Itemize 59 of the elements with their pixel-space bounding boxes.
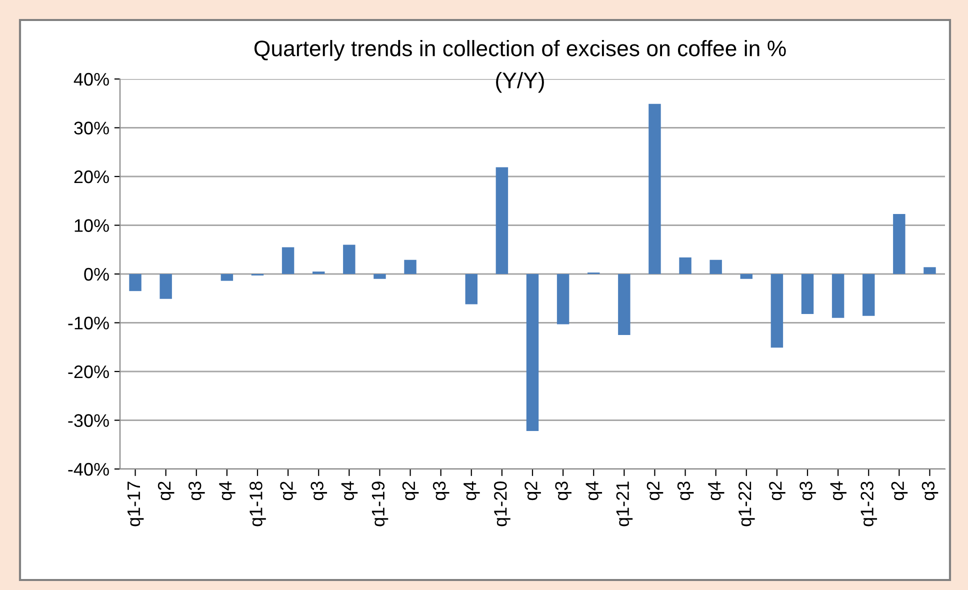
bar bbox=[496, 167, 508, 274]
bar bbox=[679, 257, 692, 274]
bar bbox=[924, 267, 936, 274]
x-tick-label: q1-19 bbox=[372, 482, 388, 526]
x-tick-label: q4 bbox=[219, 481, 236, 500]
x-tick-label: q3 bbox=[555, 482, 572, 500]
y-tick-label: 20% bbox=[74, 170, 109, 184]
bar bbox=[832, 274, 844, 318]
x-tick-label: q4 bbox=[464, 481, 480, 500]
x-tick-label: q1-20 bbox=[494, 482, 510, 526]
y-tick-label: -10% bbox=[68, 316, 109, 330]
bar bbox=[770, 274, 784, 348]
x-tick-label: q1-18 bbox=[250, 482, 266, 526]
bar bbox=[556, 274, 570, 324]
y-tick-label: -30% bbox=[68, 414, 109, 427]
x-tick-label: q2 bbox=[891, 482, 908, 500]
y-tick-label: -40% bbox=[68, 462, 109, 476]
y-tick-label: -20% bbox=[68, 365, 109, 378]
x-tick-label: q1-22 bbox=[738, 482, 755, 526]
y-tick-label: 0% bbox=[84, 268, 109, 281]
x-tick-label: q4 bbox=[341, 481, 358, 500]
x-tick-label: q2 bbox=[769, 482, 786, 500]
bar bbox=[801, 274, 814, 314]
bar bbox=[710, 260, 722, 274]
x-tick-label: q1-21 bbox=[616, 482, 633, 526]
x-tick-label: q3 bbox=[677, 482, 694, 500]
x-tick-label: q3 bbox=[310, 482, 328, 500]
x-tick-label: q2 bbox=[280, 482, 296, 500]
bar bbox=[740, 274, 752, 279]
chart-title: Quarterly trends in collection of excises on coffee in % (Y/Y) bbox=[254, 40, 786, 93]
bar bbox=[893, 214, 906, 274]
x-tick-label: q3 bbox=[800, 482, 816, 500]
bar bbox=[220, 274, 234, 281]
bar bbox=[374, 274, 386, 279]
bar bbox=[129, 274, 142, 292]
x-tick-label: q2 bbox=[524, 482, 541, 500]
bar bbox=[160, 274, 172, 299]
x-tick-label: q4 bbox=[830, 481, 846, 500]
x-tick-label: q1-23 bbox=[860, 482, 878, 526]
x-tick-label: q2 bbox=[402, 482, 419, 500]
x-tick-label: q3 bbox=[188, 482, 205, 500]
bar bbox=[526, 274, 539, 431]
x-tick-label: q2 bbox=[646, 482, 664, 500]
bar bbox=[282, 247, 294, 274]
bar bbox=[618, 274, 630, 335]
bar bbox=[404, 260, 416, 274]
bar bbox=[465, 274, 478, 304]
bar bbox=[862, 274, 875, 316]
x-tick-label: q4 bbox=[586, 481, 602, 500]
y-tick-label: 10% bbox=[74, 219, 109, 232]
x-tick-label: q2 bbox=[158, 482, 174, 500]
bar bbox=[648, 104, 661, 274]
bar bbox=[343, 244, 356, 274]
x-tick-label: q1-17 bbox=[128, 482, 144, 526]
y-tick-label: 40% bbox=[74, 72, 109, 86]
x-tick-label: q3 bbox=[922, 482, 938, 500]
y-tick-label: 30% bbox=[74, 122, 109, 134]
x-tick-label: q3 bbox=[432, 482, 450, 500]
x-tick-label: q4 bbox=[708, 481, 724, 500]
